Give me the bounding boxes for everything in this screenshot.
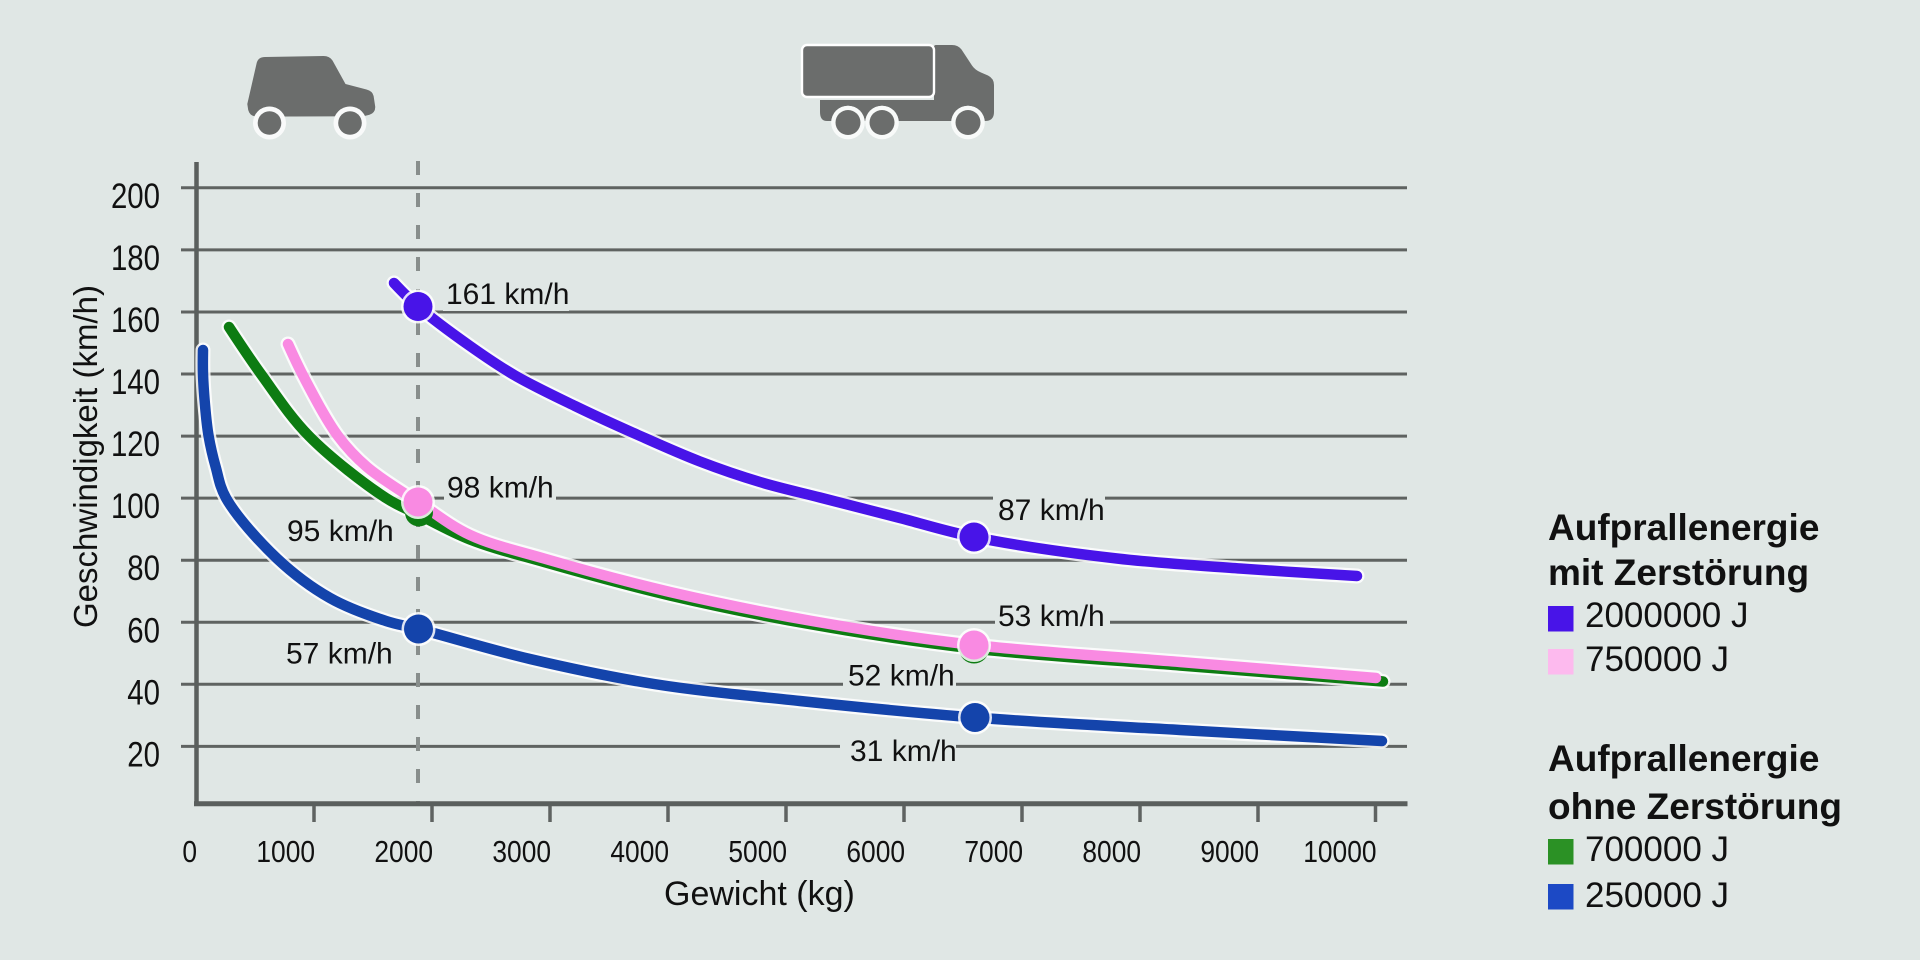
svg-text:180: 180 [111,238,160,277]
svg-text:57 km/h: 57 km/h [286,638,393,671]
svg-text:6000: 6000 [846,835,905,869]
svg-text:0: 0 [182,835,197,869]
svg-text:98 km/h: 98 km/h [447,472,554,505]
svg-text:Geschwindigkeit (km/h): Geschwindigkeit (km/h) [67,285,104,628]
svg-text:4000: 4000 [610,835,669,869]
svg-text:2000: 2000 [374,835,433,869]
svg-text:8000: 8000 [1082,835,1141,869]
svg-text:31 km/h: 31 km/h [850,735,957,768]
svg-text:5000: 5000 [728,835,787,869]
svg-text:53 km/h: 53 km/h [998,600,1105,633]
svg-text:100: 100 [111,487,160,526]
svg-text:200: 200 [111,176,160,215]
svg-text:87 km/h: 87 km/h [998,494,1105,527]
svg-text:20: 20 [127,735,160,774]
svg-text:Aufprallenergie: Aufprallenergie [1548,738,1819,779]
svg-text:700000 J: 700000 J [1585,830,1729,869]
svg-text:ohne Zerstörung: ohne Zerstörung [1548,786,1842,827]
svg-text:10000: 10000 [1303,835,1376,869]
svg-text:95 km/h: 95 km/h [287,515,394,548]
svg-text:750000 J: 750000 J [1585,640,1729,679]
svg-text:7000: 7000 [964,835,1023,869]
svg-text:60: 60 [127,611,160,650]
svg-text:1000: 1000 [256,835,315,869]
svg-text:120: 120 [111,425,160,464]
svg-text:161 km/h: 161 km/h [446,278,569,311]
svg-text:Gewicht (kg): Gewicht (kg) [664,875,855,913]
svg-text:52 km/h: 52 km/h [848,660,955,693]
svg-text:2000000 J: 2000000 J [1585,596,1748,635]
svg-text:3000: 3000 [492,835,551,869]
svg-text:9000: 9000 [1200,835,1259,869]
svg-text:80: 80 [127,549,160,588]
svg-text:Aufprallenergie: Aufprallenergie [1548,507,1819,548]
svg-text:250000 J: 250000 J [1585,876,1729,915]
svg-text:140: 140 [111,363,160,402]
svg-text:160: 160 [111,301,160,340]
svg-text:40: 40 [127,673,160,712]
svg-text:mit Zerstörung: mit Zerstörung [1548,552,1809,593]
